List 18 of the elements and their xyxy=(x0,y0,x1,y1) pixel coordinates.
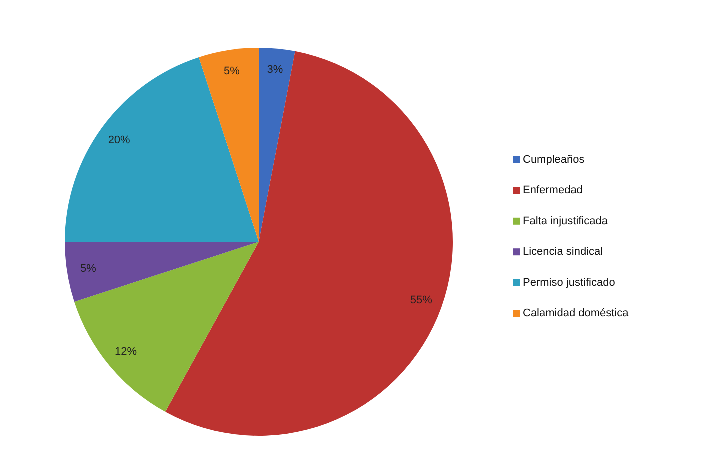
legend-label: Licencia sindical xyxy=(523,246,604,258)
data-label: 12% xyxy=(114,346,138,358)
data-label: 5% xyxy=(80,263,97,276)
legend-label: Calamidad doméstica xyxy=(523,308,630,320)
data-label: 3% xyxy=(267,64,284,76)
data-label: 20% xyxy=(108,134,131,147)
legend-label: Falta injustificada xyxy=(523,215,609,228)
data-label: 5% xyxy=(224,65,240,78)
pie-slice xyxy=(166,51,453,436)
legend-label: Cumpleaños xyxy=(523,154,586,166)
data-label: 55% xyxy=(410,294,433,306)
pie-slice xyxy=(259,48,296,242)
legend-label: Enfermedad xyxy=(523,184,583,197)
pie-slice xyxy=(65,57,259,242)
pie-slice xyxy=(65,242,259,302)
legend-label: Permiso justificado xyxy=(523,276,616,289)
pie-slice xyxy=(74,242,259,412)
pie-slice xyxy=(199,48,259,242)
